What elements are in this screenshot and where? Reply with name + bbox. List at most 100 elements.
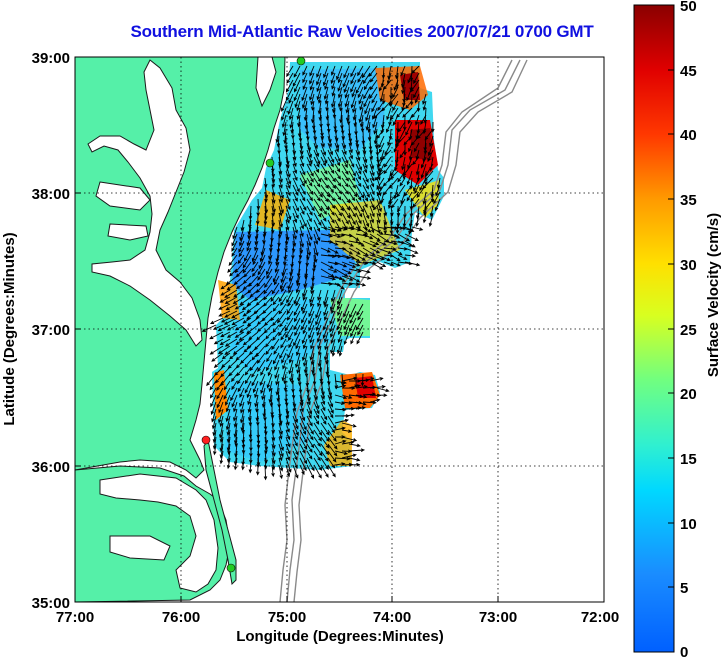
velocity-arrow (251, 366, 259, 378)
velocity-arrow (313, 219, 321, 233)
velocity-arrow (393, 142, 399, 153)
velocity-arrow (396, 184, 406, 198)
velocity-arrow (313, 163, 320, 174)
velocity-arrow (355, 275, 372, 280)
velocity-arrow (404, 233, 419, 241)
velocity-arrow (265, 338, 273, 348)
velocity-arrow (404, 184, 413, 197)
velocity-arrow (327, 394, 334, 408)
velocity-arrow (271, 464, 275, 478)
y-tick-label: 38:00 (32, 186, 70, 203)
velocity-arrow (247, 394, 252, 406)
velocity-arrow (317, 345, 322, 356)
velocity-arrow (235, 352, 245, 361)
velocity-arrow (299, 429, 308, 444)
velocity-arrow (320, 450, 329, 462)
velocity-arrow (273, 345, 280, 355)
velocity-arrow (369, 72, 378, 83)
velocity-arrow (210, 394, 217, 408)
velocity-arrow (348, 384, 362, 389)
velocity-arrow (233, 457, 238, 471)
velocity-arrow (275, 254, 280, 266)
velocity-arrow (280, 331, 287, 341)
velocity-arrow (299, 205, 305, 216)
velocity-arrow (341, 191, 351, 204)
velocity-arrow (238, 247, 245, 258)
velocity-arrow (327, 184, 335, 194)
velocity-arrow (281, 366, 287, 382)
velocity-arrow (352, 107, 357, 121)
velocity-arrow (278, 450, 283, 462)
velocity-arrow (231, 394, 238, 408)
colorbar-tick-label: 5 (680, 580, 688, 597)
velocity-arrow (356, 331, 364, 345)
velocity-arrow (349, 310, 357, 325)
velocity-arrow (362, 156, 368, 170)
velocity-arrow (323, 303, 329, 317)
velocity-arrow (320, 170, 328, 182)
velocity-arrow (225, 394, 231, 406)
velocity-arrow (306, 415, 313, 427)
velocity-arrow (220, 331, 231, 338)
velocity-arrow (350, 324, 357, 338)
velocity-arrow (331, 86, 336, 97)
velocity-arrow (256, 317, 266, 325)
velocity-arrow (233, 415, 238, 428)
velocity-arrow (210, 401, 217, 416)
velocity-arrow (219, 450, 224, 465)
velocity-arrow (327, 156, 334, 168)
velocity-arrow (244, 373, 252, 385)
velocity-arrow (376, 240, 387, 246)
velocity-arrow (331, 93, 336, 108)
velocity-arrow (320, 436, 330, 449)
velocity-arrow (285, 436, 291, 448)
velocity-arrow (271, 436, 276, 450)
velocity-arrow (280, 296, 287, 306)
velocity-arrow (249, 359, 259, 372)
velocity-arrow (362, 377, 375, 382)
colorbar-tick-label: 45 (680, 63, 697, 80)
velocity-arrow (266, 268, 273, 280)
velocity-arrow (299, 219, 304, 230)
velocity-arrow (211, 408, 217, 423)
velocity-arrow (320, 464, 329, 478)
velocity-arrow (327, 247, 339, 254)
velocity-arrow (270, 289, 280, 302)
velocity-arrow (387, 198, 392, 210)
velocity-arrow (278, 429, 283, 440)
velocity-arrow (209, 387, 217, 399)
velocity-arrow (246, 387, 252, 399)
velocity-arrow (320, 135, 325, 148)
velocity-arrow (242, 261, 252, 274)
velocity-arrow (369, 377, 384, 382)
velocity-arrow (372, 114, 378, 129)
velocity-arrow (401, 100, 406, 112)
velocity-arrow (299, 170, 307, 185)
velocity-arrow (285, 450, 291, 461)
velocity-arrow (255, 310, 266, 320)
velocity-arrow (229, 352, 238, 360)
velocity-arrow (273, 275, 280, 286)
velocity-arrow (309, 289, 315, 304)
velocity-arrow (225, 415, 231, 431)
velocity-arrow (285, 198, 291, 211)
velocity-arrow (362, 400, 377, 405)
velocity-arrow (271, 338, 280, 351)
velocity-arrow (299, 233, 305, 248)
velocity-arrow (320, 191, 329, 203)
velocity-arrow (330, 72, 336, 85)
velocity-arrow (360, 373, 365, 387)
velocity-arrow (343, 79, 350, 94)
velocity-arrow (216, 380, 224, 391)
velocity-arrow (355, 226, 369, 235)
velocity-arrow (240, 408, 245, 424)
velocity-arrow (218, 401, 224, 414)
velocity-arrow (334, 163, 341, 173)
velocity-arrow (286, 310, 294, 321)
velocity-arrow (201, 324, 217, 332)
velocity-arrow (330, 331, 336, 345)
velocity-arrow (362, 72, 371, 85)
velocity-arrow (362, 240, 377, 248)
velocity-arrow (329, 317, 336, 333)
velocity-arrow (263, 282, 273, 295)
